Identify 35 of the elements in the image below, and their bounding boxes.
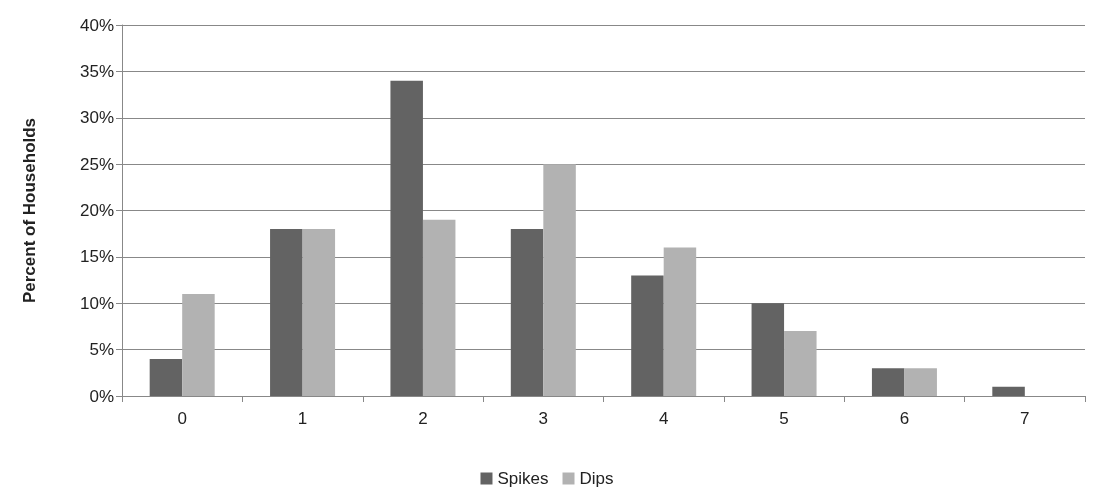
y-tick-label: 25% xyxy=(79,154,114,174)
bar xyxy=(390,80,423,396)
bar xyxy=(270,229,303,396)
bar xyxy=(992,386,1025,396)
x-tick-label: 4 xyxy=(658,409,669,428)
y-tick-label: 40% xyxy=(79,15,114,35)
bar xyxy=(784,331,817,396)
bar xyxy=(663,247,697,396)
y-tick-label: 15% xyxy=(79,247,114,267)
x-tick-label: 3 xyxy=(538,409,549,428)
bar xyxy=(302,229,336,396)
y-tick-label: 35% xyxy=(79,61,114,81)
y-tick-label: 20% xyxy=(79,201,114,220)
y-tick-label: 5% xyxy=(89,340,114,360)
x-tick-label: 6 xyxy=(899,409,910,428)
bar xyxy=(871,368,905,396)
bar xyxy=(510,229,544,396)
x-tick-label: 0 xyxy=(177,409,187,428)
legend-label: Dips xyxy=(579,469,614,488)
bar xyxy=(751,303,785,396)
y-tick-label: 10% xyxy=(79,293,114,313)
x-tick-label: 5 xyxy=(779,409,789,428)
bar xyxy=(904,368,937,396)
y-tick-label: 30% xyxy=(79,108,114,128)
x-tick-label: 2 xyxy=(418,409,428,428)
bar xyxy=(182,293,215,396)
legend-label: Spikes xyxy=(497,469,549,488)
y-axis-title: Percent of Households xyxy=(20,117,39,304)
bar xyxy=(422,219,456,396)
bar xyxy=(631,275,664,396)
y-tick-label: 0% xyxy=(89,386,114,406)
x-tick-label: 1 xyxy=(297,409,308,428)
bar xyxy=(149,358,183,396)
x-tick-label: 7 xyxy=(1020,409,1030,428)
bar xyxy=(543,164,576,396)
